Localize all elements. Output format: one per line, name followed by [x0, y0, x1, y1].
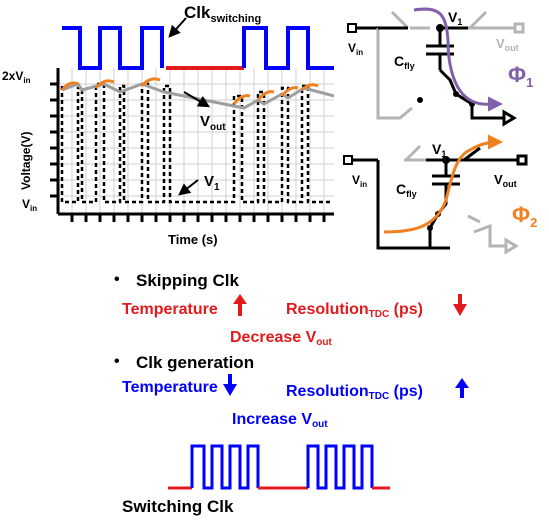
phase2-vout-label: Vout: [494, 172, 517, 189]
skipping-resolution: ResolutionTDC (ps): [286, 301, 423, 320]
v1-label-arrow: [178, 179, 199, 196]
skipping-heading: Skipping Clk: [136, 271, 240, 290]
temperature-up-arrow-icon: [233, 294, 247, 316]
clk-generation-section: • Clk generation Temperature ResolutionT…: [114, 353, 469, 430]
v1-node-2: [442, 156, 450, 164]
phase2-vin-label: Vin: [352, 173, 367, 189]
phase2-v1-label: V1: [432, 141, 446, 159]
skipping-temperature: Temperature: [122, 301, 218, 318]
resolution-down-arrow-icon: [453, 294, 467, 316]
clk-switching-trace: [62, 26, 164, 70]
v1-label: V1: [204, 173, 220, 193]
vout-label-arrow: [183, 91, 211, 108]
vin-terminal: [347, 23, 357, 33]
phase2-current-path: [383, 134, 503, 234]
disabled-switch-path-2: [404, 144, 519, 255]
v1-node: [436, 24, 444, 32]
switching-clk-burst-2: [306, 444, 374, 490]
y-bottom-label: Vin: [22, 197, 37, 213]
y-top-label: 2xVin: [2, 69, 31, 85]
vout-charge-segments: [60, 77, 319, 105]
generation-temperature: Temperature: [122, 379, 218, 396]
waveform-panel: Clkswitching 2xVin Vin Voltage(V) Time (…: [2, 3, 335, 247]
switching-clk-burst-1: [190, 444, 260, 490]
y-axis-title: Voltage(V): [19, 132, 33, 190]
x-axis-title: Time (s): [168, 232, 218, 247]
clk-switching-trace-2: [242, 26, 334, 70]
v1-trace: [60, 82, 330, 204]
generation-resolution: ResolutionTDC (ps): [286, 383, 423, 402]
phase1-cfly-label: Cfly: [394, 53, 415, 71]
resolution-up-arrow-icon: [455, 378, 469, 398]
phase1-label: Φ1: [508, 62, 533, 90]
plot-grid: [58, 68, 334, 214]
y-axis-ticks: [50, 82, 58, 198]
skipping-result: Decrease Vout: [230, 329, 333, 348]
phase1-vin-label: Vin: [348, 41, 363, 57]
phase1-current-path: [413, 7, 503, 112]
phase2-label: Φ2: [512, 202, 537, 230]
vout-label: Vout: [200, 113, 226, 133]
phase1-vout-label: Vout: [496, 36, 519, 53]
disabled-switch-path: [376, 10, 525, 120]
phase2-schematic: Vin V1 Cfly Vout Φ2: [343, 134, 537, 255]
skipping-bullet: •: [114, 271, 120, 288]
active-path: [378, 26, 517, 127]
phase2-cfly-label: Cfly: [396, 181, 417, 199]
skipping-clk-section: • Skipping Clk Temperature ResolutionTDC…: [114, 271, 467, 348]
switching-clk-wave: Switching Clk: [122, 444, 390, 516]
phase1-v1-label: V1: [448, 9, 462, 27]
generation-result: Increase Vout: [232, 411, 328, 430]
switching-clk-caption: Switching Clk: [122, 497, 234, 516]
active-path-2: [352, 146, 528, 250]
generation-heading: Clk generation: [136, 353, 254, 372]
temperature-down-arrow-icon: [223, 374, 237, 396]
x-axis-ticks: [70, 214, 326, 222]
generation-bullet: •: [114, 353, 120, 370]
phase1-schematic: Vin V1 Cfly Vout Φ1: [347, 7, 533, 127]
clk-label-arrow: [168, 17, 187, 38]
vin-terminal-2: [343, 155, 353, 165]
clk-switching-label: Clkswitching: [184, 3, 261, 25]
